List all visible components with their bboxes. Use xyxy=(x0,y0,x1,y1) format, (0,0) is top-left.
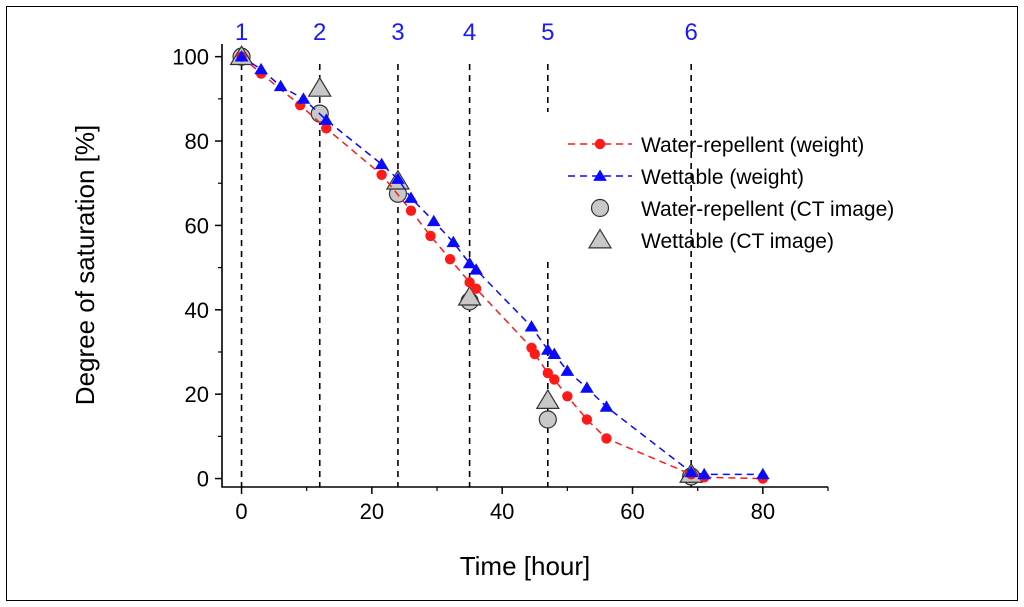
data-point xyxy=(462,256,477,269)
series-line xyxy=(241,56,763,476)
data-point xyxy=(307,76,332,97)
stage-label-4: 4 xyxy=(463,19,476,46)
data-point xyxy=(234,50,249,62)
legend-gap-mask xyxy=(541,112,554,258)
data-point xyxy=(756,467,770,480)
legend-label: Wettable (weight) xyxy=(641,166,804,189)
data-point xyxy=(426,214,441,227)
axes: 0 20 40 60 80 100 0 20 40 60 80 xyxy=(172,44,829,524)
data-point xyxy=(562,391,573,402)
x-axis-title: Time [hour] xyxy=(460,551,591,581)
stage-label-1: 1 xyxy=(235,19,248,46)
y-tick-label: 20 xyxy=(185,382,209,407)
data-point xyxy=(444,253,456,265)
figure-frame xyxy=(6,6,1018,601)
x-tick-label: 80 xyxy=(751,499,775,524)
data-point xyxy=(457,285,482,306)
data-point xyxy=(321,123,332,134)
data-point xyxy=(547,347,562,359)
data-point xyxy=(599,400,614,412)
data-point xyxy=(425,230,436,242)
data-point xyxy=(542,367,554,379)
y-tick-label: 40 xyxy=(185,298,209,323)
series-wettable-weight xyxy=(234,50,770,480)
y-tick-label: 0 xyxy=(197,467,209,492)
legend-marker xyxy=(587,228,613,249)
data-point xyxy=(697,467,712,480)
legend-item: Water-repellent (weight) xyxy=(568,134,864,157)
data-point xyxy=(535,388,560,409)
legend-label: Water-repellent (CT image) xyxy=(641,198,894,221)
data-point xyxy=(581,414,593,425)
legend: Water-repellent (weight) Wettable (weight… xyxy=(568,134,894,253)
data-point xyxy=(538,410,557,429)
data-point xyxy=(524,320,539,332)
y-tick-label: 60 xyxy=(185,213,209,238)
data-point xyxy=(254,62,268,75)
data-point xyxy=(684,465,698,478)
legend-label: Water-repellent (weight) xyxy=(641,134,864,157)
stage-lines: 1 2 3 4 5 6 xyxy=(235,19,698,487)
data-point xyxy=(391,172,405,184)
data-point xyxy=(464,277,475,288)
x-tick-label: 0 xyxy=(235,499,247,524)
data-point xyxy=(540,343,555,355)
data-point xyxy=(446,235,461,248)
data-point xyxy=(273,79,288,92)
legend-item: Wettable (weight) xyxy=(568,166,804,189)
data-point xyxy=(405,205,417,216)
series-line xyxy=(241,56,763,480)
axis-frame xyxy=(221,44,828,488)
stage-label-3: 3 xyxy=(391,19,404,46)
data-point xyxy=(376,169,387,180)
legend-label: Wettable (CT image) xyxy=(641,230,834,253)
data-point xyxy=(601,433,612,444)
legend-marker xyxy=(594,138,606,150)
data-point xyxy=(404,191,418,203)
legend-marker xyxy=(590,198,610,218)
legend-item: Water-repellent (CT image) xyxy=(590,198,894,221)
data-point xyxy=(374,157,389,170)
x-tick-label: 40 xyxy=(490,499,514,524)
legend-marker xyxy=(593,169,607,181)
x-tick-label: 60 xyxy=(620,499,644,524)
data-point xyxy=(319,113,334,125)
x-tick-label: 20 xyxy=(360,499,384,524)
stage-label-6: 6 xyxy=(684,19,697,46)
data-point xyxy=(580,381,594,393)
stage-label-2: 2 xyxy=(313,19,326,46)
data-point xyxy=(529,348,540,360)
y-tick-label: 80 xyxy=(185,129,209,154)
data-point xyxy=(549,374,560,385)
data-point xyxy=(296,92,311,104)
legend-item: Wettable (CT image) xyxy=(587,228,834,253)
data-point xyxy=(469,263,483,275)
y-tick-label: 100 xyxy=(172,45,209,70)
stage-label-5: 5 xyxy=(541,19,554,46)
y-axis-title: Degree of saturation [%] xyxy=(70,125,100,405)
data-point xyxy=(560,364,575,376)
data-point xyxy=(470,283,482,294)
series-group xyxy=(229,44,770,486)
